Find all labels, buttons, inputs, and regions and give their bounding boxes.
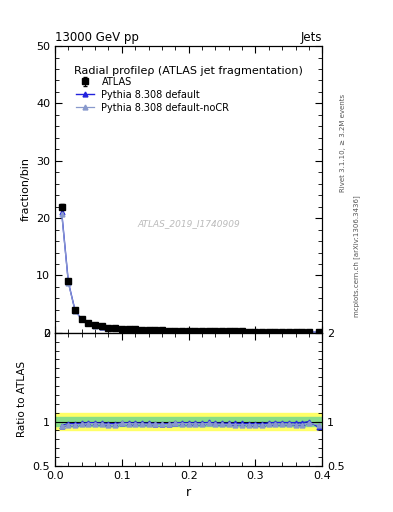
Line: Pythia 8.308 default: Pythia 8.308 default: [59, 210, 321, 334]
Pythia 8.308 default-noCR: [293, 329, 298, 335]
Pythia 8.308 default: [317, 329, 321, 335]
Pythia 8.308 default: [73, 307, 77, 313]
Pythia 8.308 default: [99, 324, 104, 330]
Bar: [55, 413, 322, 431]
Pythia 8.308 default-noCR: [226, 328, 231, 334]
Bar: [55, 417, 322, 426]
Pythia 8.308 default: [220, 328, 224, 334]
Pythia 8.308 default: [140, 327, 144, 333]
Pythia 8.308 default: [233, 328, 238, 334]
Pythia 8.308 default: [293, 329, 298, 335]
Legend: ATLAS, Pythia 8.308 default, Pythia 8.308 default-noCR: ATLAS, Pythia 8.308 default, Pythia 8.30…: [73, 74, 232, 116]
Pythia 8.308 default-noCR: [86, 320, 91, 326]
Pythia 8.308 default-noCR: [119, 326, 124, 332]
Pythia 8.308 default-noCR: [140, 327, 144, 333]
Pythia 8.308 default: [133, 326, 138, 332]
Pythia 8.308 default: [173, 328, 178, 334]
Pythia 8.308 default-noCR: [73, 308, 77, 314]
Line: Pythia 8.308 default-noCR: Pythia 8.308 default-noCR: [59, 211, 321, 334]
Pythia 8.308 default-noCR: [266, 329, 271, 335]
Pythia 8.308 default-noCR: [240, 329, 244, 335]
Pythia 8.308 default: [106, 325, 111, 331]
Y-axis label: fraction/bin: fraction/bin: [20, 158, 31, 221]
Pythia 8.308 default: [240, 328, 244, 334]
Pythia 8.308 default: [280, 329, 285, 335]
Pythia 8.308 default-noCR: [93, 323, 97, 329]
Text: Radial profileρ (ATLAS jet fragmentation): Radial profileρ (ATLAS jet fragmentation…: [74, 66, 303, 76]
Pythia 8.308 default: [153, 327, 158, 333]
Pythia 8.308 default: [246, 329, 251, 335]
Pythia 8.308 default-noCR: [233, 328, 238, 334]
Pythia 8.308 default: [79, 316, 84, 323]
Pythia 8.308 default-noCR: [193, 328, 198, 334]
Pythia 8.308 default-noCR: [253, 329, 258, 335]
Pythia 8.308 default-noCR: [220, 328, 224, 334]
Pythia 8.308 default: [260, 329, 264, 335]
Pythia 8.308 default-noCR: [206, 328, 211, 334]
Pythia 8.308 default-noCR: [273, 329, 278, 335]
Pythia 8.308 default-noCR: [113, 325, 118, 331]
Pythia 8.308 default-noCR: [260, 329, 264, 335]
Pythia 8.308 default-noCR: [126, 326, 131, 332]
Pythia 8.308 default-noCR: [146, 327, 151, 333]
Pythia 8.308 default: [180, 328, 184, 334]
Pythia 8.308 default: [93, 323, 97, 329]
Pythia 8.308 default: [113, 325, 118, 331]
Pythia 8.308 default: [160, 327, 164, 333]
Y-axis label: Ratio to ATLAS: Ratio to ATLAS: [17, 361, 27, 437]
Pythia 8.308 default: [253, 329, 258, 335]
Pythia 8.308 default: [300, 329, 305, 335]
Pythia 8.308 default-noCR: [133, 326, 138, 332]
Text: Jets: Jets: [301, 31, 322, 44]
Pythia 8.308 default-noCR: [160, 327, 164, 333]
Text: 13000 GeV pp: 13000 GeV pp: [55, 31, 139, 44]
Pythia 8.308 default-noCR: [66, 280, 71, 286]
Pythia 8.308 default: [86, 320, 91, 326]
Pythia 8.308 default: [146, 327, 151, 333]
Pythia 8.308 default-noCR: [200, 328, 204, 334]
Pythia 8.308 default-noCR: [99, 324, 104, 330]
Pythia 8.308 default: [286, 329, 291, 335]
Pythia 8.308 default-noCR: [246, 329, 251, 335]
Pythia 8.308 default-noCR: [180, 328, 184, 334]
Text: Rivet 3.1.10, ≥ 3.2M events: Rivet 3.1.10, ≥ 3.2M events: [340, 94, 346, 193]
Pythia 8.308 default: [59, 209, 64, 216]
Pythia 8.308 default-noCR: [307, 329, 311, 335]
Pythia 8.308 default: [193, 328, 198, 334]
Pythia 8.308 default-noCR: [106, 325, 111, 331]
Pythia 8.308 default-noCR: [59, 210, 64, 217]
Text: mcplots.cern.ch [arXiv:1306.3436]: mcplots.cern.ch [arXiv:1306.3436]: [354, 195, 360, 317]
X-axis label: r: r: [186, 486, 191, 499]
Pythia 8.308 default: [119, 326, 124, 332]
Pythia 8.308 default-noCR: [286, 329, 291, 335]
Pythia 8.308 default-noCR: [186, 328, 191, 334]
Pythia 8.308 default-noCR: [213, 328, 218, 334]
Pythia 8.308 default-noCR: [280, 329, 285, 335]
Pythia 8.308 default-noCR: [153, 327, 158, 333]
Text: ATLAS_2019_I1740909: ATLAS_2019_I1740909: [137, 219, 240, 228]
Pythia 8.308 default: [266, 329, 271, 335]
Pythia 8.308 default: [307, 329, 311, 335]
Pythia 8.308 default-noCR: [79, 316, 84, 323]
Pythia 8.308 default-noCR: [300, 329, 305, 335]
Pythia 8.308 default-noCR: [166, 328, 171, 334]
Pythia 8.308 default: [206, 328, 211, 334]
Pythia 8.308 default-noCR: [317, 329, 321, 335]
Pythia 8.308 default: [200, 328, 204, 334]
Pythia 8.308 default: [66, 279, 71, 285]
Pythia 8.308 default: [213, 328, 218, 334]
Pythia 8.308 default: [226, 328, 231, 334]
Pythia 8.308 default: [126, 326, 131, 332]
Pythia 8.308 default: [166, 328, 171, 334]
Pythia 8.308 default-noCR: [173, 328, 178, 334]
Pythia 8.308 default: [186, 328, 191, 334]
Pythia 8.308 default: [273, 329, 278, 335]
